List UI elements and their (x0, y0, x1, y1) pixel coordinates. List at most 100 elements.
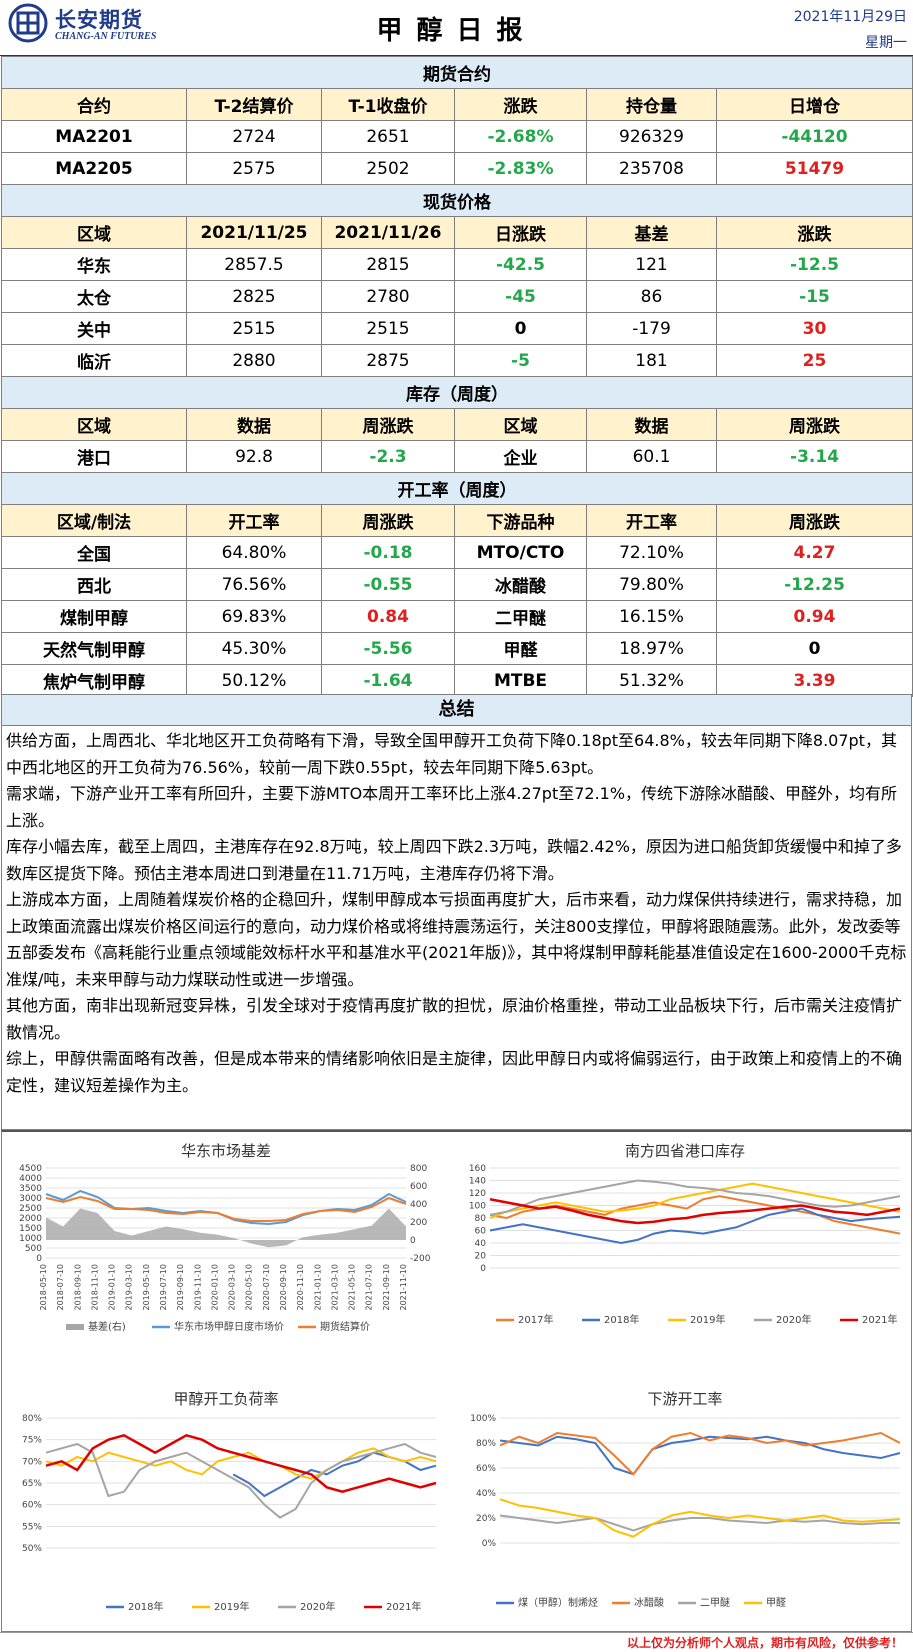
y2-tick-label: 400 (410, 1200, 427, 1210)
y-tick-label: 70% (22, 1457, 42, 1467)
legend-label: 2019年 (690, 1313, 725, 1326)
basis-chart-svg: 050010001500200025003000350040004500-200… (19, 1164, 431, 1333)
spot-price-2: 2815 (321, 248, 455, 281)
downstream-change: 4.27 (716, 536, 913, 569)
operating-rate: 64.80% (186, 536, 322, 569)
spot-daily-change: -42.5 (454, 248, 587, 281)
legend-label: 2018年 (604, 1313, 639, 1326)
series-line (499, 1498, 901, 1538)
spot-header: 区域 (1, 216, 187, 249)
operating-region: 全国 (1, 536, 187, 569)
legend-label: 二甲醚 (700, 1596, 730, 1609)
spot-price-1: 2880 (186, 344, 322, 377)
charts-area: 华东市场基差 0 500 1000 1500 2000 2500 3000 3500 4000 4… (1, 1130, 912, 1632)
inventory-change: -2.3 (321, 440, 455, 473)
table-row: MA2205 2575 2502 -2.83% 235708 51479 (1, 152, 913, 185)
disclaimer: 以上仅为分析师个人观点，期市有风险，仅供参考！ (0, 1632, 913, 1652)
x-tick-label: 2021-01-10 (313, 1264, 322, 1311)
inventory-header: 区域 (454, 408, 587, 441)
price-change: -2.83% (454, 152, 587, 185)
legend-label: 2017年 (518, 1313, 553, 1326)
inventory-section-title: 库存（周度） (0, 376, 913, 409)
summary-paragraph: 综上，甲醇供需面略有改善，但是成本带来的情绪影响依旧是主旋律，因此甲醇日内或将偏… (6, 1049, 903, 1095)
y-tick-label: 20% (476, 1514, 496, 1524)
inventory-header: 周涨跌 (715, 408, 913, 441)
methanol-operating-chart-svg: 50% 55% 60% 65% 70% 75% 80% 2018年 2019年 2020年 2021… (22, 1414, 437, 1613)
futures-header: 涨跌 (454, 88, 587, 121)
downstream-change: 0 (716, 632, 913, 665)
y-tick-label: 4500 (19, 1164, 42, 1174)
spot-daily-change: -5 (454, 344, 587, 377)
spot-header: 2021/11/26 (321, 216, 455, 249)
y-tick-label: 40 (475, 1239, 487, 1249)
operating-change: -0.18 (321, 536, 455, 569)
y-tick-label: 4000 (19, 1174, 42, 1184)
y2-tick-label: 800 (410, 1164, 427, 1174)
y-tick-label: 3000 (19, 1194, 42, 1204)
x-tick-label: 2019-03-10 (125, 1264, 134, 1311)
x-tick-label: 2021-03-10 (330, 1264, 339, 1311)
operating-rate: 45.30% (186, 632, 322, 665)
futures-header: T-2结算价 (186, 88, 322, 121)
y-tick-label: 60% (476, 1464, 496, 1474)
spot-price-1: 2825 (186, 280, 322, 313)
inventory-change: -3.14 (715, 440, 913, 473)
report-title: 甲醇日报 (376, 16, 537, 46)
legend-label: 2020年 (300, 1600, 335, 1613)
y-tick-label: 40% (476, 1489, 496, 1499)
x-tick-label: 2020-07-10 (262, 1264, 271, 1311)
downstream-product: 二甲醚 (454, 600, 587, 633)
spot-basis: 121 (586, 248, 717, 281)
operating-header: 周涨跌 (716, 504, 913, 537)
spot-basis-change: -15 (716, 280, 913, 313)
y-tick-label: 80% (476, 1439, 496, 1449)
y-tick-label: 0% (482, 1539, 497, 1549)
legend-label: 2021年 (386, 1600, 421, 1613)
y-tick-label: 0 (480, 1264, 486, 1274)
y-tick-label: 140 (469, 1177, 486, 1187)
series-area (46, 1208, 406, 1248)
basis-chart: 华东市场基差 0 500 1000 1500 2000 2500 3000 3500 4000 4… (6, 1136, 446, 1376)
series-line (45, 1195, 407, 1222)
spot-price-2: 2875 (321, 344, 455, 377)
downstream-product: 甲醛 (454, 632, 587, 665)
spot-basis-change: 30 (716, 312, 913, 345)
downstream-operating-chart-svg: 0% 20% 40% 60% 80% 100% 煤（甲醇）制烯烃 冰醋酸 二甲醚 甲醛 (470, 1414, 901, 1609)
operating-header: 开工率 (586, 504, 717, 537)
downstream-product: MTO/CTO (454, 536, 587, 569)
close-price: 2502 (321, 152, 455, 185)
legend-label: 煤（甲醇）制烯烃 (518, 1596, 598, 1609)
spot-header: 2021/11/25 (186, 216, 322, 249)
series-line (499, 1431, 901, 1476)
spot-price-2: 2780 (321, 280, 455, 313)
operating-header: 开工率 (186, 504, 322, 537)
y-tick-label: 80 (475, 1214, 487, 1224)
operating-change: -5.56 (321, 632, 455, 665)
spot-price-1: 2857.5 (186, 248, 322, 281)
spot-header: 涨跌 (716, 216, 913, 249)
y-tick-label: 1500 (19, 1224, 42, 1234)
operating-change: -1.64 (321, 664, 455, 697)
chart-title: 南方四省港口库存 (624, 1142, 745, 1160)
summary-paragraph: 供给方面，上周西北、华北地区开工负荷略有下滑，导致全国甲醇开工负荷下降0.18p… (6, 731, 897, 777)
table-row: 全国 64.80% -0.18 MTO/CTO 72.10% 4.27 (1, 536, 913, 569)
series-line (499, 1514, 900, 1532)
spot-header: 日涨跌 (454, 216, 587, 249)
operating-header: 周涨跌 (321, 504, 455, 537)
methanol-operating-chart: 甲醇开工负荷率 50% 55% 60% 65% 70% 75% 80% 2018年 2019年 2… (6, 1384, 446, 1630)
futures-table: 期货合约 合约 T-2结算价 T-1收盘价 涨跌 持仓量 日增仓 MA2201 … (1, 56, 913, 185)
x-tick-label: 2020-03-10 (228, 1264, 237, 1311)
legend-label: 基差(右) (88, 1320, 126, 1333)
summary-paragraph: 库存小幅去库，截至上周四，主港库存在92.8万吨，较上周四下跌2.3万吨，跌幅2… (6, 837, 902, 883)
inventory-header: 数据 (586, 408, 717, 441)
spot-region: 临沂 (1, 344, 187, 377)
legend-label: 2019年 (214, 1600, 249, 1613)
x-tick-label: 2021-07-10 (365, 1264, 374, 1311)
chart-title: 华东市场基差 (180, 1142, 271, 1160)
x-tick-label: 2021-09-10 (382, 1264, 391, 1311)
y-tick-label: 50% (22, 1544, 42, 1554)
spot-basis: 86 (586, 280, 717, 313)
inventory-region: 企业 (454, 440, 587, 473)
downstream-rate: 79.80% (586, 568, 717, 601)
x-tick-label: 2020-09-10 (279, 1264, 288, 1311)
